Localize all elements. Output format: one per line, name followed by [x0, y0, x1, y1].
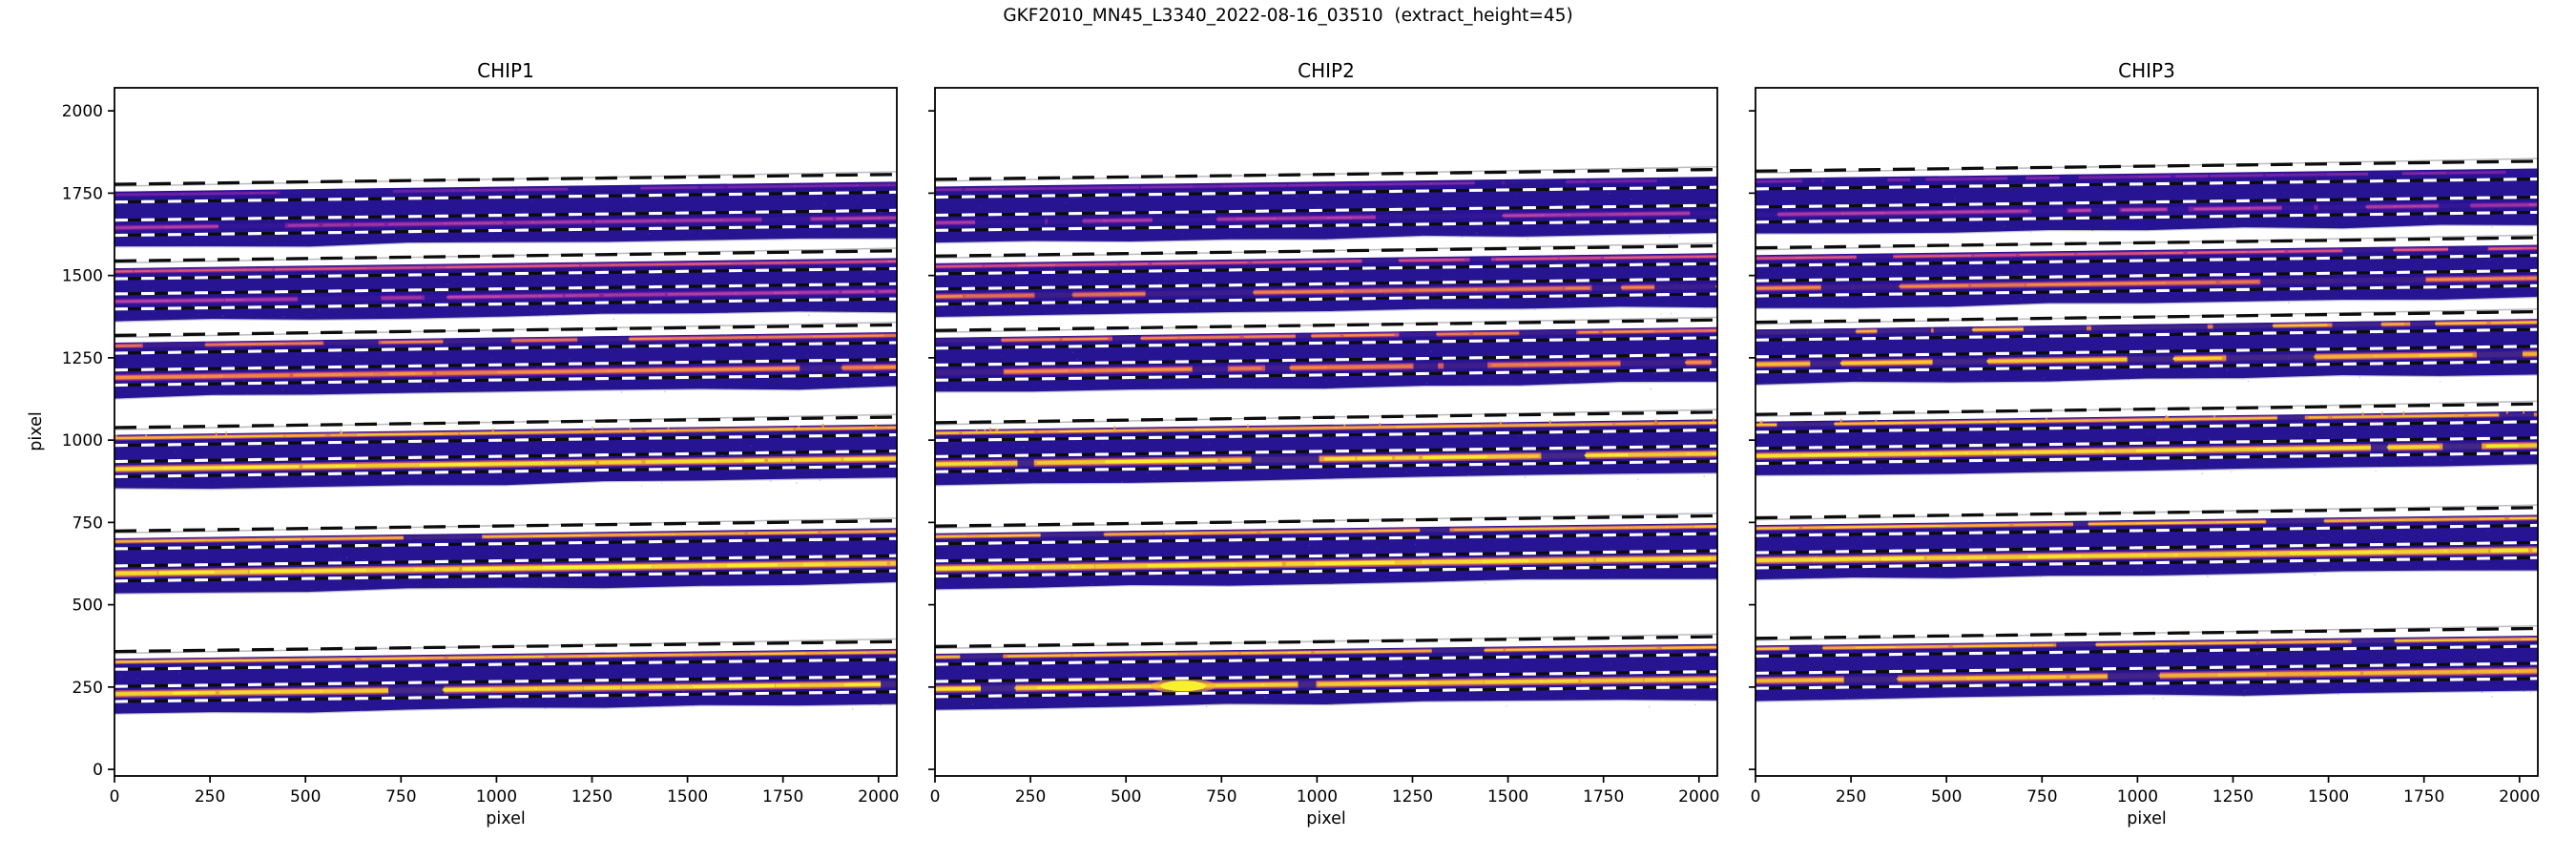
- chip3-xtick-750: 750: [2026, 787, 2057, 807]
- chip1-spines: [114, 87, 898, 777]
- chip3-xtick-0: 0: [1751, 787, 1761, 807]
- chip1-ytick-1000: 1000: [62, 431, 103, 450]
- y-axis-label: pixel: [27, 411, 46, 451]
- chip1-xtick-250: 250: [195, 787, 225, 807]
- chip2-xtick-1000: 1000: [1297, 787, 1338, 807]
- chip1-ytick-750: 750: [73, 513, 103, 533]
- chip3-plot-area: 0 250 500 750 1000 1250 1500 1750 2000: [1749, 87, 2540, 807]
- chip2-xtick-0: 0: [930, 787, 941, 807]
- chip3-xtick-2000: 2000: [2499, 787, 2540, 807]
- chip1-xtick-750: 750: [385, 787, 416, 807]
- chip3-xtick-500: 500: [1931, 787, 1962, 807]
- chip3-orders: [1755, 157, 2538, 702]
- chip1-ytick-0: 0: [93, 761, 103, 780]
- chip1-ytick-2000: 2000: [62, 102, 103, 121]
- chip1-ytick-1750: 1750: [62, 184, 103, 203]
- chip3-title: CHIP3: [2118, 59, 2175, 82]
- chip2-title: CHIP2: [1298, 59, 1355, 82]
- chip2-xtick-750: 750: [1206, 787, 1236, 807]
- chip2-xtick-250: 250: [1015, 787, 1046, 807]
- chip2-xtick-1500: 1500: [1487, 787, 1528, 807]
- chip1-ytick-1250: 1250: [62, 349, 103, 368]
- chip3-x-axis-label: pixel: [2127, 809, 2167, 828]
- chip1-xtick-1500: 1500: [667, 787, 708, 807]
- chip1-xtick-2000: 2000: [858, 787, 899, 807]
- chip2-xtick-2000: 2000: [1678, 787, 1719, 807]
- figure-title: GKF2010_MN45_L3340_2022-08-16_03510 (ext…: [1003, 6, 1573, 26]
- chip2-xtick-500: 500: [1111, 787, 1141, 807]
- chip3-xtick-1500: 1500: [2308, 787, 2349, 807]
- chip3-xtick-1250: 1250: [2212, 787, 2254, 807]
- chip1-ytick-1500: 1500: [62, 267, 103, 286]
- chip2-orders: [935, 166, 1717, 711]
- chip1-xtick-1000: 1000: [476, 787, 517, 807]
- chip1-ytick-250: 250: [73, 679, 103, 698]
- chip1-xtick-0: 0: [110, 787, 120, 807]
- chip3-xtick-1750: 1750: [2403, 787, 2444, 807]
- chip1-x-axis-label: pixel: [486, 809, 526, 828]
- chip2-xtick-1750: 1750: [1583, 787, 1624, 807]
- chip1-title: CHIP1: [477, 59, 534, 82]
- chip3-xtick-1000: 1000: [2117, 787, 2158, 807]
- chip3-xtick-250: 250: [1836, 787, 1866, 807]
- chip2-plot-area: 0 250 500 750 1000 1250 1500 1750 2000: [928, 87, 1719, 807]
- chip1-plot-area: 0 250 500 750 1000 1250 1500 1750 2000 0 250 500 750…: [62, 87, 899, 807]
- chip2-x-axis-label: pixel: [1306, 809, 1346, 828]
- chip1-ytick-500: 500: [73, 597, 103, 616]
- chip1-orders: [114, 171, 897, 715]
- chip3-spines: [1755, 87, 2539, 777]
- chip2-spines: [934, 87, 1718, 777]
- chip1-xtick-1250: 1250: [571, 787, 613, 807]
- chip2-xtick-1250: 1250: [1392, 787, 1433, 807]
- chip1-xtick-1750: 1750: [762, 787, 803, 807]
- chip1-xtick-500: 500: [290, 787, 321, 807]
